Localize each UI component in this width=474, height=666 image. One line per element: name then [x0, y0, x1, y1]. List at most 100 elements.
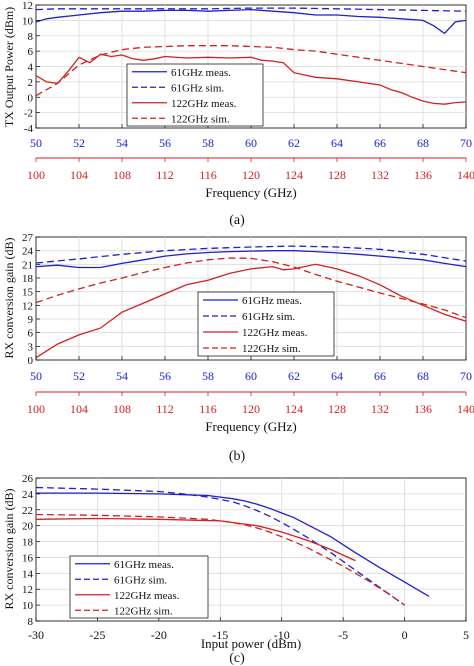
x2-tick-label-a: 124: [285, 168, 303, 182]
x2-tick-label-b: 100: [27, 402, 45, 416]
y-tick-label-b: 3: [28, 341, 34, 353]
x2-tick-label-a: 140: [457, 168, 474, 182]
caption-c: (c): [229, 651, 245, 666]
x2-tick-label-b: 136: [414, 402, 432, 416]
x-tick-label-a: 62: [288, 136, 300, 150]
x-axis-label-a: Frequency (GHz): [205, 185, 296, 200]
x-axis-label-b: Frequency (GHz): [205, 419, 296, 434]
x-tick-label-b: 52: [73, 369, 85, 383]
legend-label-a: 122GHz meas.: [171, 98, 237, 110]
x-tick-label-b: 62: [288, 369, 300, 383]
x-tick-labels-a: 50 52 54 56 58 60 62 64 66 68 70: [30, 124, 472, 150]
x2-tick-label-b: 124: [285, 402, 303, 416]
y-tick-label-b: 12: [22, 300, 33, 312]
x-tick-label-a: 64: [331, 136, 343, 150]
x2-tick-label-a: 116: [199, 168, 217, 182]
y-tick-label-b: 24: [22, 246, 34, 258]
series-line-b-3: [35, 257, 467, 319]
y-tick-label-c: 12: [22, 584, 33, 596]
y-tick-label-b: 9: [28, 314, 34, 326]
x-tick-label-a: 66: [374, 136, 386, 150]
x-tick-label-c: 5: [463, 628, 469, 642]
y-tick-label-a: 4: [28, 62, 34, 74]
y-tick-label-c: 8: [28, 616, 34, 628]
legend-b: 61GHz meas. 61GHz sim. 122GHz meas. 122GHz …: [197, 291, 335, 357]
y-axis-label-a: TX Output Power (dBm): [2, 7, 16, 127]
y-tick-label-c: 22: [22, 505, 33, 517]
series-line-b-1: [35, 245, 467, 264]
y-tick-label-c: 18: [22, 537, 34, 549]
y-tick-labels-c: 8 10 12 14 16 18 20 22 24 26: [22, 473, 40, 628]
x-tick-label-c: 0: [402, 628, 408, 642]
x-tick-label-a: 68: [417, 136, 429, 150]
series-line-c-1: [35, 486, 405, 606]
x-tick-label-a: 70: [460, 136, 472, 150]
x-tick-label-b: 70: [460, 369, 472, 383]
x-tick-label-b: 64: [331, 369, 343, 383]
y-tick-label-a: 8: [28, 31, 34, 43]
x-tick-label-c: -25: [89, 628, 105, 642]
x-tick-label-b: 56: [159, 369, 171, 383]
series-line-b-2: [35, 263, 467, 359]
x-tick-label-b: 60: [245, 369, 257, 383]
y-tick-label-b: 6: [28, 328, 34, 340]
x2-tick-label-b: 112: [156, 402, 174, 416]
y-tick-label-c: 14: [22, 568, 34, 580]
series-line-c-3: [35, 513, 405, 606]
y-axis-label-b: RX conversion gain (dB): [2, 238, 16, 359]
y-tick-label-a: 12: [22, 0, 33, 12]
x-tick-label-c: -15: [212, 628, 228, 642]
x2-tick-label-b: 140: [457, 402, 474, 416]
y-tick-label-b: 27: [22, 232, 34, 244]
x2-tick-label-a: 120: [242, 168, 260, 182]
x-tick-label-b: 66: [374, 369, 386, 383]
legend-label-a: 61GHz sim.: [171, 82, 224, 94]
series-line-a-1: [35, 7, 467, 12]
x2-tick-label-a: 104: [70, 168, 88, 182]
legend-label-c: 61GHz meas.: [114, 559, 174, 571]
series-line-c-0: [36, 492, 430, 597]
x2-tick-labels-a: 100 104 108 112 116 120 124 128 132 136 140: [27, 158, 474, 182]
series-line-a-2: [35, 53, 467, 105]
series-line-c-2: [35, 517, 356, 562]
x2-tick-label-b: 132: [371, 402, 389, 416]
y-tick-label-b: 18: [22, 273, 34, 285]
x2-tick-label-a: 108: [113, 168, 131, 182]
x-tick-label-c: -5: [338, 628, 348, 642]
series-line-a-0: [35, 8, 467, 35]
x-tick-label-c: -30: [28, 628, 44, 642]
x-tick-label-a: 52: [73, 136, 85, 150]
series-lines-b: [35, 245, 467, 359]
x-tick-label-b: 58: [202, 369, 214, 383]
x-axis-label-c: Input power (dBm): [201, 636, 301, 651]
legend-label-c: 61GHz sim.: [114, 574, 167, 586]
x-tick-label-a: 60: [245, 136, 257, 150]
y-tick-label-a: 0: [28, 92, 34, 104]
x2-tick-label-b: 104: [70, 402, 88, 416]
legend-c: 61GHz meas. 61GHz sim. 122GHz meas. 122GHz …: [69, 555, 209, 619]
x-tick-labels-b: 50 52 54 56 58 60 62 64 66 68 70: [30, 356, 472, 383]
y-tick-label-c: 16: [22, 552, 34, 564]
y-tick-label-b: 0: [28, 355, 34, 367]
y-tick-label-b: 21: [22, 259, 33, 271]
y-tick-label-c: 26: [22, 473, 34, 485]
y-tick-label-a: -2: [24, 108, 33, 120]
y-tick-label-c: 24: [22, 489, 34, 501]
y-tick-label-b: 15: [22, 287, 34, 299]
x2-tick-label-a: 136: [414, 168, 432, 182]
y-tick-label-a: 6: [28, 46, 34, 58]
x-tick-label-a: 56: [159, 136, 171, 150]
y-tick-label-a: 2: [28, 77, 34, 89]
legend-box-b: [197, 291, 335, 357]
x2-tick-label-b: 116: [199, 402, 217, 416]
series-lines-a: [35, 7, 467, 105]
x2-tick-label-b: 128: [328, 402, 346, 416]
series-lines-c: [35, 486, 430, 606]
legend-label-b: 61GHz sim.: [242, 311, 295, 323]
series-line-b-0: [35, 250, 467, 269]
x-tick-label-c: -20: [151, 628, 167, 642]
y-tick-label-c: 20: [22, 521, 34, 533]
